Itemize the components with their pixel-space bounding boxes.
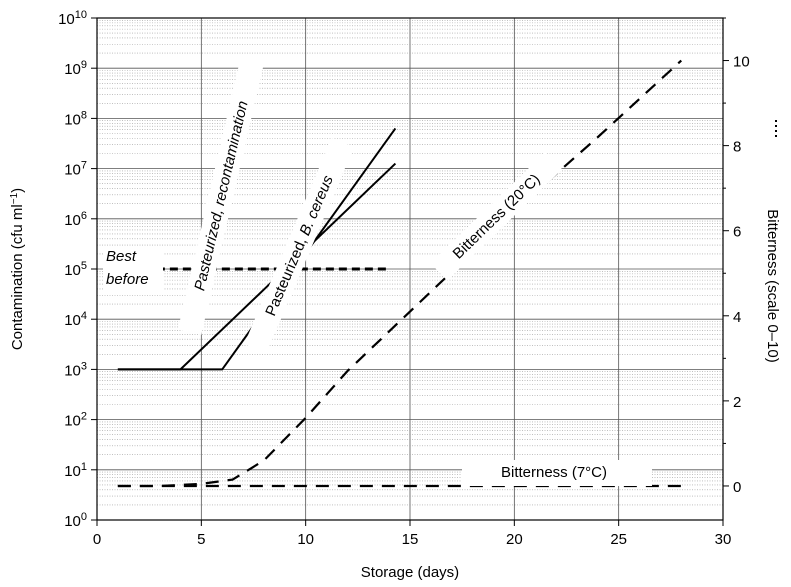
best-before-label-group: Best before: [103, 246, 163, 290]
y2-tick-label: 10: [733, 54, 750, 71]
y-tick-label: 102: [64, 411, 87, 430]
recontamination-label-group: Pasteurized, recontamination: [177, 56, 265, 335]
x-tick-label: 5: [197, 531, 205, 548]
x-tick-label: 0: [93, 531, 101, 548]
major-gridlines: [97, 18, 723, 520]
x-tick-label: 10: [297, 531, 314, 548]
best-before-label-line2: before: [106, 271, 149, 288]
x-tick-label: 25: [610, 531, 627, 548]
y-tick-base: 10: [64, 262, 81, 279]
y-tick-base: 10: [64, 212, 81, 229]
y-axis-title: Contamination (cfu ml−1): [9, 188, 27, 350]
y-tick-exp: 0: [81, 511, 87, 523]
y-tick-label: 107: [64, 160, 87, 179]
y2-axis-title: Bitterness (scale 0–10): [764, 209, 781, 362]
x-axis-title: Storage (days): [361, 564, 459, 581]
y-axis-title-main: Contamination (cfu ml: [9, 204, 26, 350]
bitterness-20-label-group: Bitterness (20°C): [430, 152, 563, 281]
y-tick-label: 1010: [58, 9, 87, 28]
b-cereus-label: Pasteurized, B. cereus: [262, 173, 337, 319]
y-tick-exp: 3: [81, 360, 87, 372]
y-tick-exp: 4: [81, 310, 87, 322]
series-line-2: [117, 127, 397, 371]
y2-tick-label: 6: [733, 224, 741, 241]
y-tick-base: 10: [64, 312, 81, 329]
y-tick-base: 10: [64, 362, 81, 379]
y2-tick-label: 0: [733, 479, 741, 496]
y-tick-exp: 1: [81, 461, 87, 473]
b-cereus-label-group: Pasteurized, B. cereus: [244, 137, 354, 354]
y-tick-exp: 10: [75, 9, 87, 21]
y-tick-base: 10: [64, 111, 81, 128]
y-tick-label: 101: [64, 461, 87, 480]
y-tick-base: 10: [64, 513, 81, 530]
y-tick-exp: 7: [81, 160, 87, 172]
y-tick-label: 104: [64, 310, 87, 329]
y2-tick-label: 4: [733, 309, 741, 326]
y-tick-exp: 5: [81, 260, 87, 272]
y-tick-exp: 9: [81, 59, 87, 71]
y-tick-label: 109: [64, 59, 87, 78]
series-line-3: [117, 59, 683, 488]
y-tick-label: 100: [64, 511, 87, 530]
y-tick-base: 10: [64, 61, 81, 78]
bitterness-7-label: Bitterness (7°C): [501, 464, 607, 481]
y-tick-exp: 2: [81, 411, 87, 423]
y-tick-label: 108: [64, 109, 87, 128]
recontamination-label: Pasteurized, recontamination: [191, 99, 251, 292]
y-tick-base: 10: [64, 162, 81, 179]
y-tick-label: 106: [64, 210, 87, 229]
x-tick-label: 30: [715, 531, 732, 548]
bitterness-20-label: Bitterness (20°C): [450, 171, 544, 263]
bitterness-7-label-group: Bitterness (7°C): [462, 460, 652, 486]
y-axis-right: 0 2 4 6 8 10: [723, 17, 750, 496]
x-axis: 0 5 10 15 20 25 30: [93, 520, 732, 548]
y-tick-base: 10: [64, 413, 81, 430]
y-axis-title-close: ): [9, 188, 26, 193]
y-tick-label: 105: [64, 260, 87, 279]
y-axis-title-sup: −1: [9, 192, 20, 204]
y-tick-base: 10: [58, 11, 75, 28]
y-tick-exp: 8: [81, 109, 87, 121]
best-before-label-line1: Best: [106, 248, 137, 265]
y2-tick-label: 8: [733, 139, 741, 156]
x-tick-label: 20: [506, 531, 523, 548]
y-tick-exp: 6: [81, 210, 87, 222]
y2-tick-label: 2: [733, 394, 741, 411]
y-tick-label: 103: [64, 360, 87, 379]
x-tick-label: 15: [402, 531, 419, 548]
y-tick-base: 10: [64, 463, 81, 480]
